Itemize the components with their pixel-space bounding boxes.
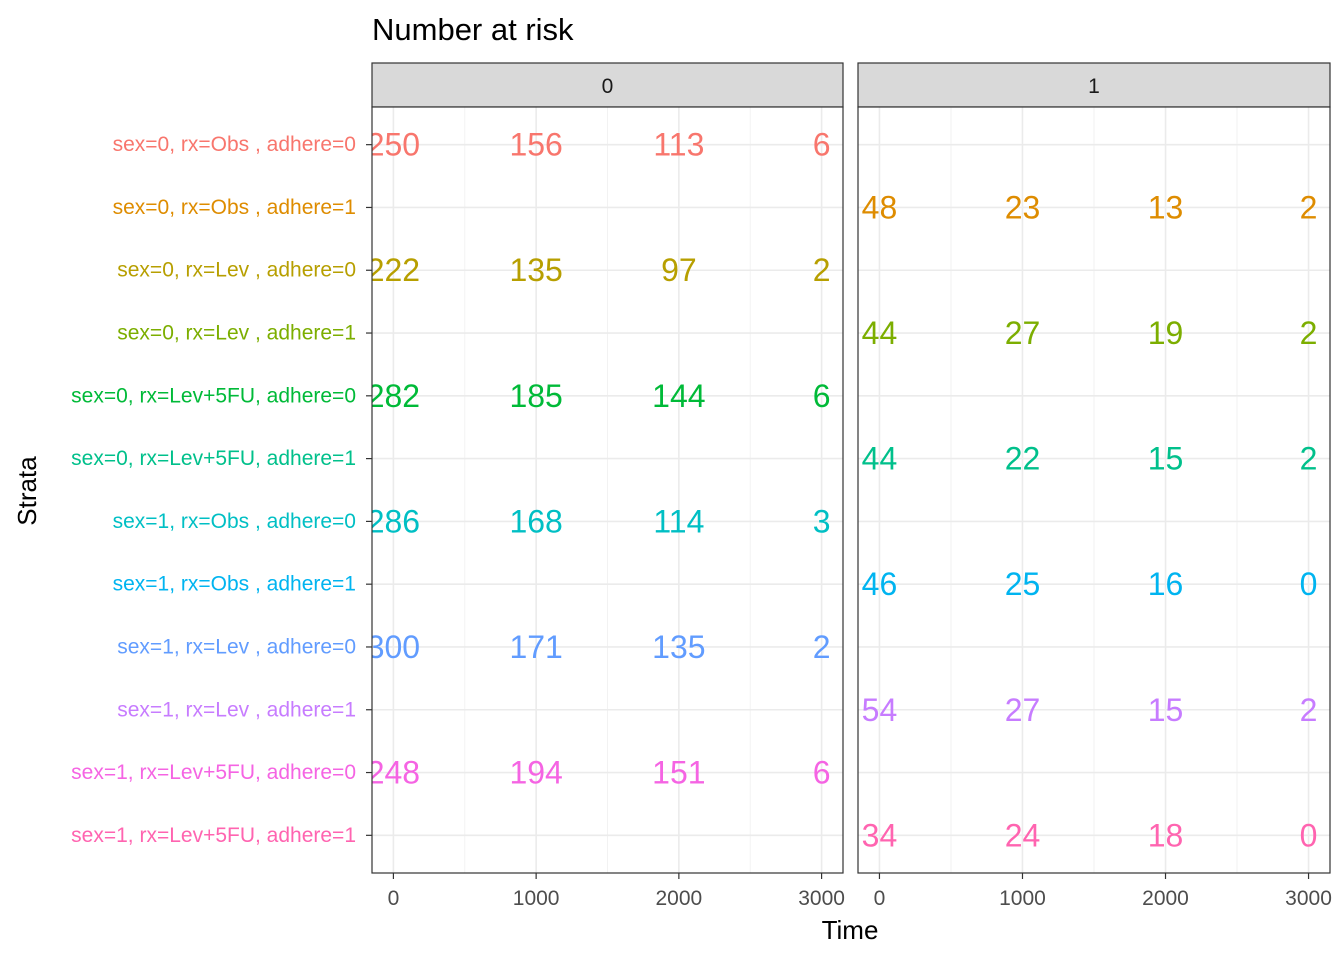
risk-value: 44 (862, 441, 898, 477)
strata-label: sex=1, rx=Lev , adhere=1 (117, 698, 356, 721)
risk-value: 114 (653, 503, 704, 539)
risk-value: 300 (367, 629, 420, 665)
chart-title: Number at risk (372, 12, 574, 47)
x-tick-label: 2000 (656, 887, 703, 910)
panel-1: 1 48 23 13 2 44 27 19 2 44 22 15 2 46 25 16 0 54 27 15 2 34 2… (857, 62, 1332, 910)
risk-value: 222 (367, 252, 420, 288)
x-tick-label: 3000 (1285, 887, 1332, 910)
risk-value: 286 (367, 503, 420, 539)
risk-value: 135 (509, 252, 562, 288)
risk-value: 2 (1300, 315, 1318, 351)
panel-0-border (371, 106, 844, 874)
risk-value: 22 (1005, 441, 1041, 477)
risk-value: 185 (509, 378, 562, 414)
risk-value: 135 (652, 629, 705, 665)
risk-value: 15 (1148, 441, 1184, 477)
x-tick-label: 2000 (1142, 887, 1189, 910)
risk-value: 27 (1005, 692, 1041, 728)
risk-value: 250 (367, 127, 420, 163)
panel-0-gridlines (372, 107, 843, 873)
risk-value: 19 (1148, 315, 1184, 351)
panel-1-x-axis: 0 1000 2000 3000 (874, 873, 1332, 910)
risk-value: 168 (509, 503, 562, 539)
risk-value: 54 (862, 692, 898, 728)
risk-value: 248 (367, 755, 420, 791)
risk-value: 2 (1300, 441, 1318, 477)
risk-value: 144 (652, 378, 705, 414)
risk-value: 25 (1005, 566, 1041, 602)
x-tick-label: 1000 (513, 887, 560, 910)
risk-value: 151 (652, 755, 705, 791)
panel-1-gridlines (858, 107, 1330, 873)
risk-value: 2 (1300, 189, 1318, 225)
risk-value: 282 (367, 378, 420, 414)
risk-value: 46 (862, 566, 898, 602)
strata-label: sex=1, rx=Obs , adhere=0 (113, 510, 356, 533)
risk-value: 6 (813, 755, 831, 791)
strata-label: sex=1, rx=Obs , adhere=1 (113, 573, 356, 596)
risk-value: 15 (1148, 692, 1184, 728)
x-axis-title: Time (822, 915, 879, 945)
panel-1-strip-label: 1 (1088, 75, 1100, 98)
risk-value: 2 (1300, 692, 1318, 728)
panel-0-strip (371, 62, 844, 108)
risk-value: 27 (1005, 315, 1041, 351)
strata-label: sex=0, rx=Obs , adhere=1 (113, 196, 356, 219)
risk-value: 34 (862, 817, 898, 853)
panel-0-values: 250 156 113 6 222 135 97 2 282 185 144 6 286 168 114 3 3… (367, 127, 831, 791)
risk-value: 171 (509, 629, 562, 665)
strata-label: sex=1, rx=Lev+5FU, adhere=1 (71, 824, 356, 847)
risk-value: 194 (509, 755, 562, 791)
strata-label: sex=1, rx=Lev+5FU, adhere=0 (71, 761, 356, 784)
risk-value: 156 (509, 127, 562, 163)
strata-label: sex=0, rx=Lev+5FU, adhere=1 (71, 447, 356, 470)
strata-label: sex=1, rx=Lev , adhere=0 (117, 635, 356, 658)
panel-1-values: 48 23 13 2 44 27 19 2 44 22 15 2 46 25 16 0 54 27 15 2 34 24 1… (862, 189, 1318, 853)
risk-value: 0 (1300, 817, 1318, 853)
risk-value: 0 (1300, 566, 1318, 602)
risk-value: 24 (1005, 817, 1041, 853)
y-axis-title: Strata (12, 456, 42, 526)
risk-value: 16 (1148, 566, 1184, 602)
risk-value: 48 (862, 189, 898, 225)
risk-value: 97 (661, 252, 697, 288)
panel-1-border (857, 106, 1331, 874)
y-axis-strata-labels: sex=0, rx=Obs , adhere=0 sex=0, rx=Obs , … (71, 133, 372, 847)
strata-label: sex=0, rx=Lev , adhere=1 (117, 322, 356, 345)
x-tick-label: 3000 (798, 887, 845, 910)
strata-label: sex=0, rx=Lev+5FU, adhere=0 (71, 384, 356, 407)
panel-0-x-axis: 0 1000 2000 3000 (388, 873, 845, 910)
risk-value: 23 (1005, 189, 1041, 225)
panel-0-strip-label: 0 (602, 75, 614, 98)
risk-value: 2 (813, 252, 831, 288)
risk-value: 2 (813, 629, 831, 665)
risk-value: 113 (653, 127, 704, 163)
panel-1-strip (857, 62, 1331, 108)
x-tick-label: 0 (388, 887, 400, 910)
risk-value: 3 (813, 503, 831, 539)
x-tick-label: 1000 (999, 887, 1046, 910)
risk-value: 44 (862, 315, 898, 351)
strata-label: sex=0, rx=Obs , adhere=0 (113, 133, 356, 156)
panel-0: 0 250 156 113 6 222 135 97 2 282 185 144 6 286 168 114… (367, 62, 845, 910)
risk-value: 13 (1148, 189, 1184, 225)
risk-value: 6 (813, 127, 831, 163)
x-tick-label: 0 (874, 887, 886, 910)
strata-label: sex=0, rx=Lev , adhere=0 (117, 259, 356, 282)
risk-value: 18 (1148, 817, 1184, 853)
risk-value: 6 (813, 378, 831, 414)
